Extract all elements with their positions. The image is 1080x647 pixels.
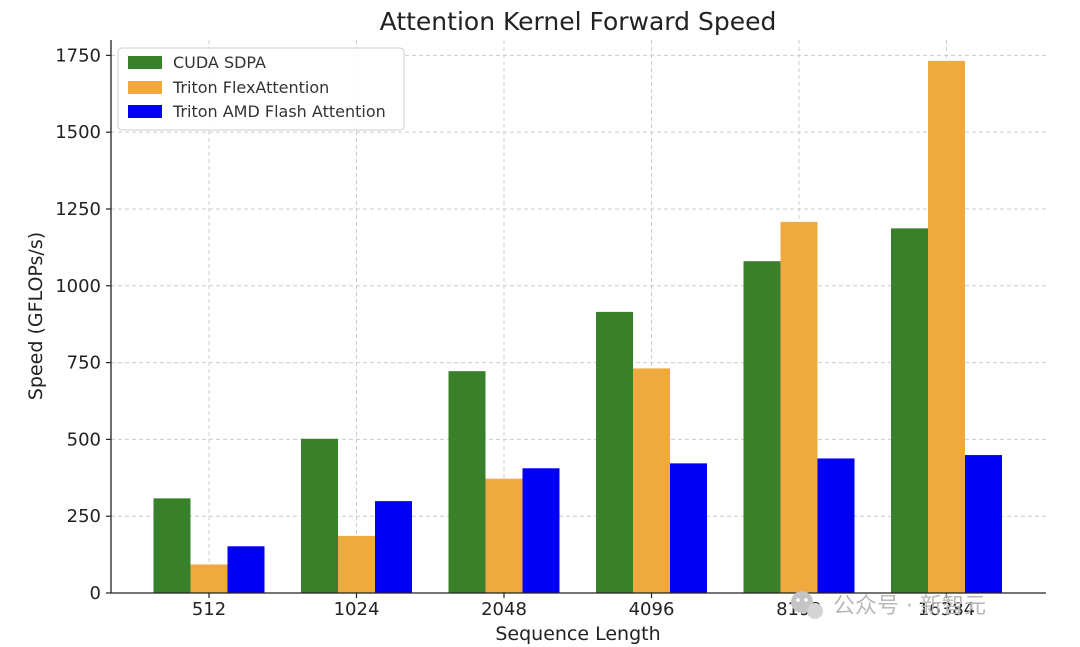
- bar-cuda-sdpa-16384: [891, 228, 928, 594]
- x-tick-label-512: 512: [192, 599, 226, 620]
- bar-triton-flexattention-512: [190, 564, 228, 593]
- y-axis-label: Speed (GFLOPs/s): [25, 232, 47, 400]
- bars: [153, 60, 1002, 594]
- bar-triton-flexattention-2048: [485, 478, 523, 593]
- legend-label-triton-amd-flash-attention: Triton AMD Flash Attention: [172, 102, 386, 121]
- x-tick-label-4096: 4096: [629, 599, 675, 620]
- legend-label-triton-flexattention: Triton FlexAttention: [172, 78, 329, 97]
- legend-label-cuda-sdpa: CUDA SDPA: [173, 53, 266, 72]
- bar-cuda-sdpa-512: [153, 498, 191, 593]
- bar-cuda-sdpa-2048: [448, 371, 486, 593]
- bar-cuda-sdpa-1024: [301, 438, 338, 593]
- bar-triton-amd-flash-attention-2048: [522, 468, 560, 593]
- y-ticks: 0 250 500 750 1000 1250 1500 1750: [55, 45, 111, 604]
- wechat-icon: [791, 591, 823, 619]
- y-tick-label-1500: 1500: [55, 122, 101, 143]
- bar-triton-amd-flash-attention-4096: [670, 463, 707, 593]
- y-tick-label-500: 500: [67, 429, 101, 450]
- legend: CUDA SDPA Triton FlexAttention Triton AM…: [117, 47, 405, 131]
- legend-box: [117, 47, 405, 131]
- legend-swatch-cuda-sdpa: [128, 56, 162, 69]
- bar-triton-flexattention-1024: [338, 535, 375, 593]
- bar-cuda-sdpa-4096: [596, 311, 633, 593]
- bar-triton-flexattention-4096: [633, 368, 670, 593]
- legend-swatch-triton-amd-flash-attention: [128, 105, 162, 118]
- bar-cuda-sdpa-8192: [743, 261, 781, 593]
- y-tick-label-1250: 1250: [55, 199, 101, 220]
- y-tick-label-0: 0: [90, 583, 101, 604]
- x-tick-label-2048: 2048: [481, 599, 527, 620]
- bar-triton-amd-flash-attention-512: [227, 546, 265, 593]
- bar-triton-amd-flash-attention-1024: [375, 501, 412, 593]
- y-tick-label-1750: 1750: [55, 45, 101, 66]
- chart-title: Attention Kernel Forward Speed: [380, 7, 777, 36]
- x-tick-label-1024: 1024: [334, 599, 380, 620]
- watermark: 公众号 · 新智元: [791, 591, 986, 619]
- bar-triton-amd-flash-attention-16384: [965, 455, 1002, 593]
- bar-triton-amd-flash-attention-8192: [817, 458, 855, 593]
- y-tick-label-250: 250: [67, 506, 101, 527]
- watermark-text: 公众号 · 新智元: [833, 594, 986, 619]
- x-tick-label-16384: 16384: [918, 599, 975, 620]
- legend-swatch-triton-flexattention: [128, 81, 162, 94]
- bar-triton-flexattention-8192: [780, 221, 818, 593]
- y-tick-label-750: 750: [67, 353, 101, 374]
- x-axis-label: Sequence Length: [495, 623, 660, 645]
- y-tick-label-1000: 1000: [55, 276, 101, 297]
- bar-triton-flexattention-16384: [928, 60, 965, 593]
